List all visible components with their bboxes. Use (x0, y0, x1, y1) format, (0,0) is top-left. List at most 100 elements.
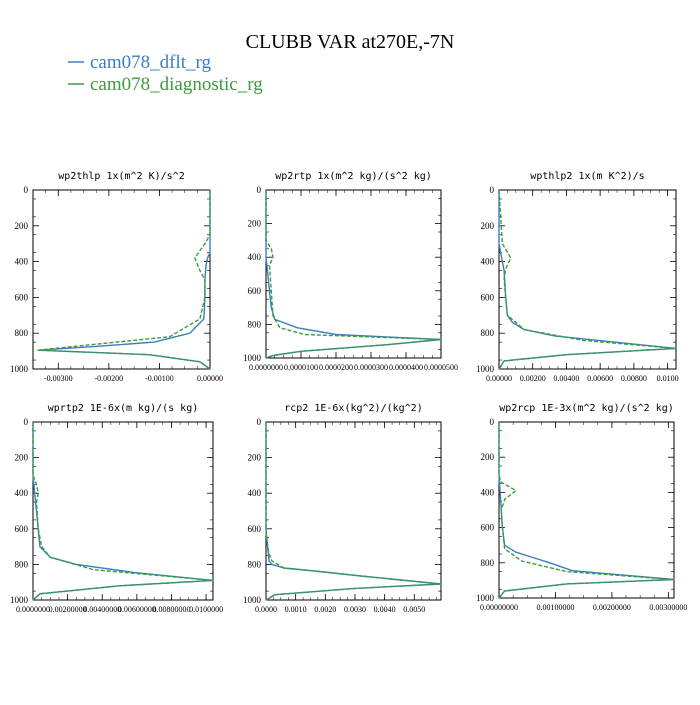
y-tick-label: 400 (248, 252, 262, 262)
series-line-diagnostic (265, 190, 442, 359)
plot-frame (32, 421, 214, 601)
y-tick-label: 600 (481, 292, 495, 302)
y-tick-label: 400 (481, 487, 495, 497)
y-tick-label: 1000 (243, 595, 262, 605)
series-line-diagnostic (32, 422, 214, 601)
series-line-dflt (498, 190, 677, 370)
x-tick-label: 0.00400 (553, 374, 579, 383)
y-tick-label: 600 (481, 523, 495, 533)
y-tick-label: 800 (481, 328, 495, 338)
y-tick-label: 1000 (243, 353, 262, 363)
x-tick-label: 0.0100 (657, 374, 679, 383)
x-tick-label: 0.00000000 (480, 603, 518, 612)
x-tick-label: 0.00200000 (49, 605, 87, 614)
y-tick-label: 200 (248, 453, 262, 463)
series-line-dflt (498, 422, 675, 599)
x-tick-label: 0.0000000 (16, 605, 50, 614)
y-tick-label: 0 (257, 417, 262, 427)
panel-title: rcp2 1E-6x(kg^2)/(kg^2) (284, 403, 422, 414)
x-tick-label: 0.0000300 (354, 363, 388, 372)
x-tick-label: 0.0000000 (249, 363, 283, 372)
y-tick-label: 1000 (476, 364, 495, 374)
y-tick-label: 800 (248, 319, 262, 329)
x-tick-label: 0.0040 (374, 605, 396, 614)
x-tick-label: 0.0010 (285, 605, 307, 614)
y-tick-label: 800 (15, 328, 29, 338)
x-tick-label: 0.00400000 (83, 605, 121, 614)
y-tick-label: 400 (15, 488, 29, 498)
y-tick-label: 200 (15, 453, 29, 463)
x-tick-label: 0.0000 (255, 605, 277, 614)
x-tick-label: 0.00100000 (536, 603, 574, 612)
x-tick-label: 0.0050 (403, 605, 425, 614)
panel-title: wp2thlp 1x(m^2 K)/s^2 (58, 171, 184, 182)
x-tick-label: 0.0030 (344, 605, 366, 614)
y-tick-label: 400 (481, 257, 495, 267)
series-line-dflt (37, 190, 211, 370)
y-tick-label: 600 (15, 292, 29, 302)
y-tick-label: 800 (15, 559, 29, 569)
series-line-dflt (32, 422, 214, 601)
panel-title: wp2rcp 1E-3x(m^2 kg)/(s^2 kg) (499, 403, 674, 414)
y-tick-label: 1000 (10, 364, 29, 374)
plot-frame (498, 421, 675, 599)
y-tick-label: 200 (248, 219, 262, 229)
y-tick-label: 1000 (476, 593, 495, 603)
series-line-dflt (265, 190, 442, 359)
series-line-diagnostic (498, 189, 677, 370)
series-line-diagnostic (265, 422, 442, 601)
y-tick-label: 0 (24, 417, 29, 427)
x-tick-label: -0.00300 (44, 374, 73, 383)
y-tick-label: 400 (248, 488, 262, 498)
y-tick-label: 800 (481, 558, 495, 568)
x-tick-label: -0.00100 (145, 374, 174, 383)
plot-frame (265, 189, 442, 359)
x-tick-label: 0.00600 (587, 374, 613, 383)
x-tick-label: 0.00600000 (118, 605, 156, 614)
x-tick-label: 0.00800000 (152, 605, 190, 614)
y-tick-label: 200 (15, 221, 29, 231)
x-tick-label: 0.0000100 (284, 363, 318, 372)
y-tick-label: 200 (481, 452, 495, 462)
y-tick-label: 1000 (10, 595, 29, 605)
figure-title: CLUBB VAR at270E,-7N (246, 31, 455, 53)
plot-frame (265, 421, 442, 601)
panel-title: wprtp2 1E-6x(m kg)/(s kg) (48, 403, 199, 414)
x-tick-label: 0.0100000 (189, 605, 223, 614)
x-tick-label: 0.00200000 (593, 603, 631, 612)
chart-panel: rcp2 1E-6x(kg^2)/(kg^2) 0 200 400 600 800 1000… (243, 403, 442, 614)
y-tick-label: 400 (15, 257, 29, 267)
chart-panel: wpthlp2 1x(m K^2)/s020040060080010000.00… (476, 171, 679, 383)
x-tick-label: 0.00000 (197, 374, 223, 383)
x-tick-label: 0.0000200 (319, 363, 353, 372)
legend-entry: cam078_dflt_rg (90, 52, 212, 73)
series-line-dflt (265, 422, 442, 601)
y-tick-label: 200 (481, 221, 495, 231)
y-tick-label: 800 (248, 559, 262, 569)
y-tick-label: 0 (24, 185, 29, 195)
x-tick-label: 0.00000 (486, 374, 512, 383)
series-line-diagnostic (498, 422, 675, 599)
series-line-diagnostic (37, 190, 211, 370)
y-tick-label: 0 (257, 185, 262, 195)
panel-title: wp2rtp 1x(m^2 kg)/(s^2 kg) (275, 171, 432, 182)
y-tick-label: 0 (490, 417, 495, 427)
x-tick-label: 0.00800 (621, 374, 647, 383)
plot-frame (498, 189, 677, 370)
y-tick-label: 600 (248, 524, 262, 534)
x-tick-label: 0.00200 (520, 374, 546, 383)
legend-entry: cam078_diagnostic_rg (90, 74, 263, 95)
y-tick-label: 0 (490, 185, 495, 195)
x-tick-label: 0.0020 (314, 605, 336, 614)
chart-panel: wprtp2 1E-6x(m kg)/(s kg) 0 200 400 600 800 10… (10, 403, 223, 614)
chart-panel: wp2rtp 1x(m^2 kg)/(s^2 kg) 0 200 400 600 800 1… (243, 171, 458, 372)
x-tick-label: 0.00300000 (649, 603, 687, 612)
x-tick-label: 0.0000400 (389, 363, 423, 372)
x-tick-label: -0.00200 (95, 374, 124, 383)
panel-title: wpthlp2 1x(m K^2)/s (530, 171, 644, 182)
x-tick-label: 0.0000500 (424, 363, 458, 372)
chart-panel: wp2rcp 1E-3x(m^2 kg)/(s^2 kg) 0 200 400 600 8… (476, 403, 687, 612)
chart-panel: wp2thlp 1x(m^2 K)/s^2 0 200 400 600 800 1000 -0… (10, 171, 223, 383)
